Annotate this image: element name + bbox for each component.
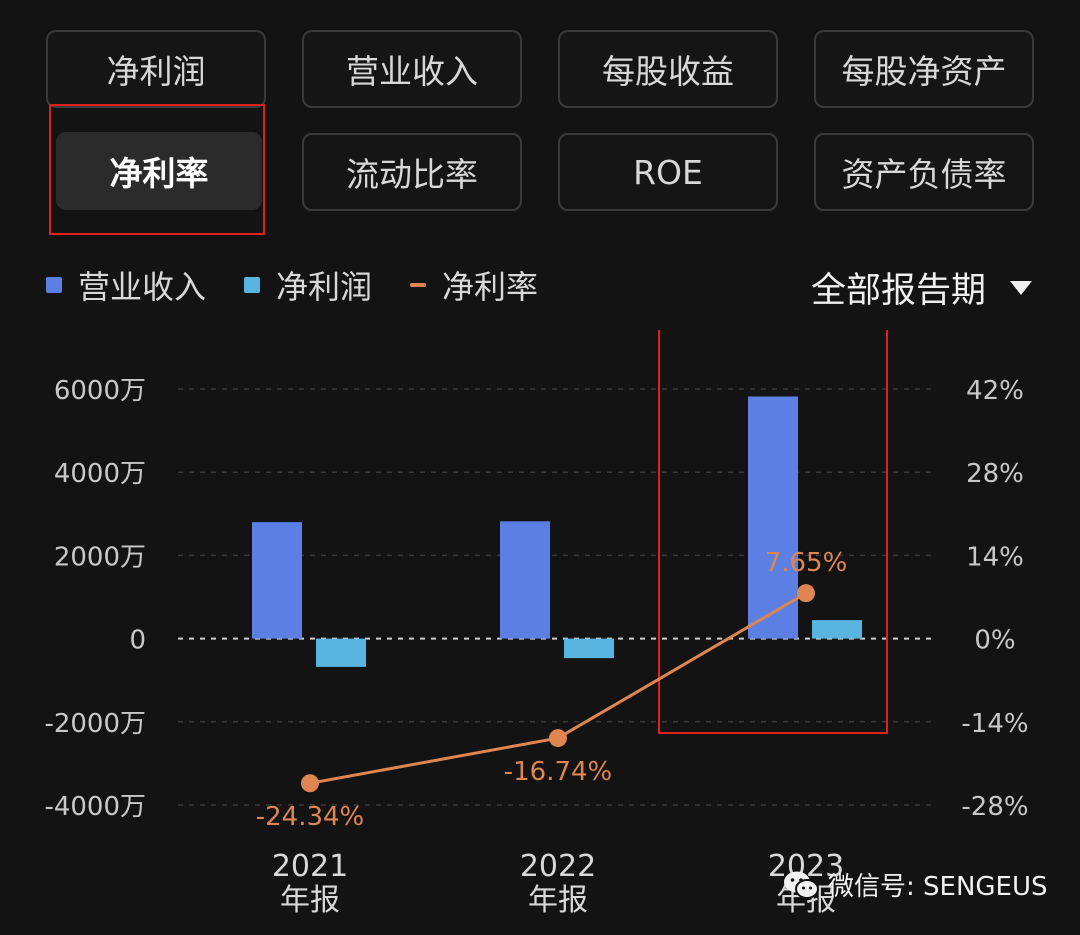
- x-axis-category-label-line: 2022: [520, 849, 596, 884]
- tab-net-margin[interactable]: 净利率: [56, 132, 262, 210]
- right-axis-tick-label: 0%: [974, 626, 1015, 656]
- active-tab-highlight-box: [49, 104, 265, 235]
- net-margin-data-label: 7.65%: [765, 548, 848, 578]
- bar-revenue: [748, 396, 798, 639]
- right-axis-tick-label: -14%: [961, 709, 1028, 739]
- x-axis-category-label-line: 年报: [528, 883, 588, 918]
- x-axis-category-label-line: 年报: [280, 883, 340, 918]
- legend-label-revenue: 营业收入: [78, 268, 207, 306]
- combo-chart: 6000万 4000万 2000万 0 -2000万 -4000万 42% 28% 14% 0% -…: [44, 330, 1029, 918]
- left-axis-tick-label: -4000万: [44, 792, 146, 822]
- net-margin-point: [301, 774, 319, 793]
- legend-label-net-profit: 净利润: [276, 268, 373, 306]
- x-axis-category-label: 2021 年报: [272, 849, 348, 918]
- right-axis-tick-label: -28%: [961, 792, 1028, 822]
- legend-swatch-revenue: [46, 277, 62, 293]
- legend-item-net-margin[interactable]: 净利率: [410, 262, 538, 308]
- left-axis-tick-label: 2000万: [54, 542, 146, 572]
- dropdown-triangle-icon: [1010, 280, 1032, 295]
- left-axis-tick-label: 0: [129, 626, 146, 656]
- tab-net-profit[interactable]: 净利润: [46, 30, 266, 108]
- watermark-text: 微信号: SENGEUS: [828, 872, 1048, 902]
- legend-item-revenue[interactable]: 营业收入: [46, 262, 206, 308]
- x-axis-category-label: 2022 年报: [520, 849, 596, 918]
- legend-swatch-net-profit: [244, 277, 261, 293]
- net-margin-data-label: -16.74%: [504, 757, 613, 787]
- x-axis-category-label-line: 2021: [272, 849, 348, 884]
- tab-roe[interactable]: ROE: [558, 133, 778, 211]
- legend-label-net-margin: 净利率: [442, 268, 539, 306]
- net-margin-data-label: -24.34%: [256, 802, 365, 832]
- chart-legend: 营业收入 净利润 净利率: [46, 262, 576, 308]
- bar-net-profit: [564, 638, 614, 659]
- net-margin-point: [797, 584, 815, 603]
- left-axis-tick-label: 4000万: [54, 459, 146, 489]
- wechat-watermark: 微信号: SENGEUS: [782, 866, 1048, 903]
- right-axis-tick-label: 14%: [966, 542, 1024, 572]
- period-selector-label: 全部报告期: [810, 271, 986, 311]
- tab-current-ratio[interactable]: 流动比率: [302, 133, 522, 211]
- right-axis-tick-label: 28%: [966, 459, 1024, 489]
- tab-bvps[interactable]: 每股净资产: [814, 30, 1034, 108]
- net-margin-line: [309, 591, 807, 785]
- left-axis-tick-label: 6000万: [54, 376, 146, 406]
- legend-swatch-net-margin: [410, 283, 427, 287]
- tab-eps[interactable]: 每股收益: [558, 30, 778, 108]
- wechat-icon: [784, 871, 819, 899]
- tab-debt-ratio[interactable]: 资产负债率: [814, 133, 1034, 211]
- highlight-box-2023: [658, 330, 888, 734]
- x-axis-category-label: 2023 年报: [768, 849, 844, 918]
- period-selector[interactable]: 全部报告期: [811, 262, 1032, 313]
- legend-item-net-profit[interactable]: 净利润: [244, 262, 372, 308]
- bar-revenue: [252, 522, 302, 639]
- bar-net-profit: [812, 620, 862, 639]
- bar-revenue: [500, 521, 550, 639]
- left-axis-tick-label: -2000万: [44, 709, 146, 739]
- bar-net-profit: [316, 638, 366, 667]
- right-axis-tick-label: 42%: [966, 376, 1024, 406]
- net-margin-point: [549, 729, 567, 748]
- tab-revenue[interactable]: 营业收入: [302, 30, 522, 108]
